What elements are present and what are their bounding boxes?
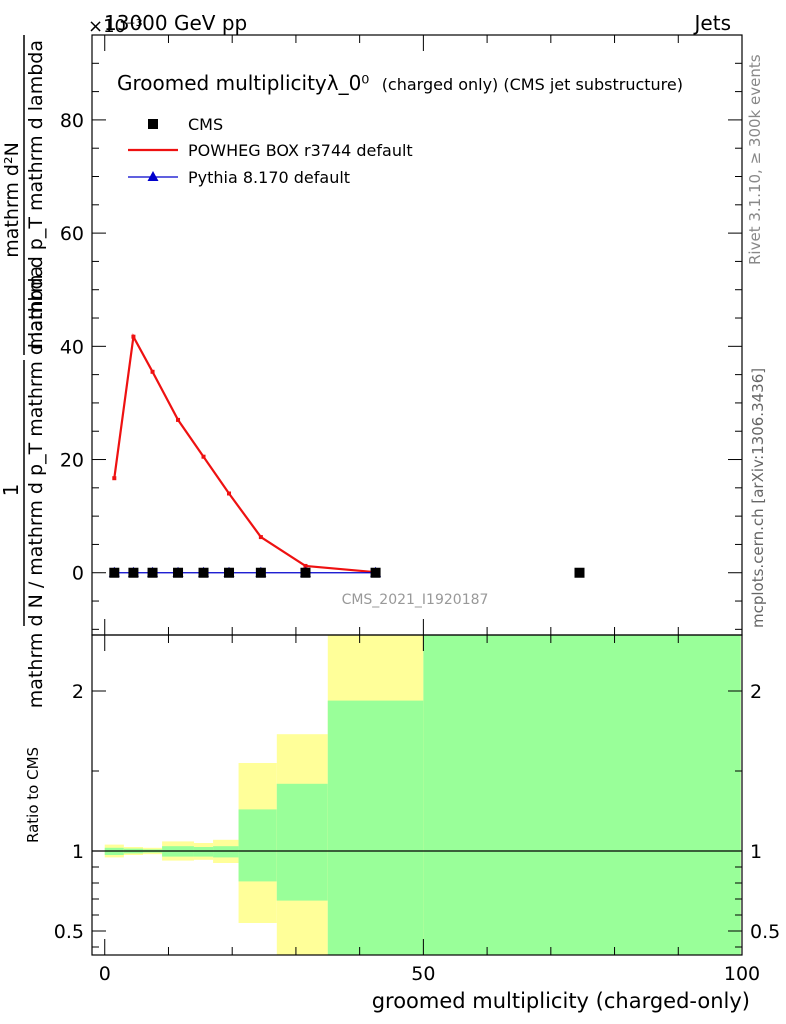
rivet-version-label: Rivet 3.1.10, ≥ 300k events [746,54,764,265]
ratio-band-green [238,809,277,882]
data-point-cms [128,567,139,578]
ratio-tick-label: 2 [72,681,84,703]
plot-title: Groomed multiplicityλ_0⁰ (charged only) … [117,71,683,95]
data-point-powheg [201,454,206,459]
series-layer [108,333,585,578]
ratio-band-green [276,783,328,901]
main-plot-frame: 0 20 40 60 80 [60,34,743,636]
x-axis-title: groomed multiplicity (charged-only) [372,989,750,1013]
ratio-tick-label-right: 0.5 [750,921,780,943]
ratio-plot-frame: 0 50 100 0.5 0.5 1 1 2 2 [54,634,780,985]
y-axis-title-numerator: 1 [0,484,23,497]
y-axis-title-fraction-denominator: mathrm d p_T mathrm d lambda [25,40,47,350]
data-point-cms [370,567,381,578]
data-point-cms [173,567,184,578]
ratio-tick-label: 1 [72,841,84,863]
data-point-powheg [176,417,181,422]
legend-label: POWHEG BOX r3744 default [188,141,413,160]
data-point-cms [574,567,585,578]
legend-label: CMS [188,115,223,134]
x-tick-label: 50 [411,963,435,985]
ratio-tick-label: 0.5 [54,921,84,943]
data-point-powheg [303,563,308,568]
header-process-label: Jets [693,11,731,35]
data-point-powheg [112,476,117,481]
data-point-cms [198,567,209,578]
ratio-band-group [104,635,741,955]
plot-title-sub: (charged only) (CMS jet substructure) [382,75,683,94]
ratio-axis-title: Ratio to CMS [24,747,42,843]
ratio-tick-label-right: 2 [750,681,762,703]
data-point-cms [147,567,158,578]
legend: CMS POWHEG BOX r3744 default Pythia 8.170 … [128,115,413,187]
data-point-cms [300,567,311,578]
ratio-band-green [193,847,214,857]
y-tick-label: 0 [72,563,84,585]
ratio-band-green [213,846,239,858]
analysis-label: CMS_2021_I1920187 [342,592,489,608]
ratio-tick-label-right: 1 [750,841,762,863]
data-point-powheg [258,535,263,540]
legend-marker-cms [148,119,158,129]
y-axis-title-denominator: mathrm d N / mathrm d p_T mathrm d lambd… [25,266,47,708]
y-tick-label: 80 [60,110,84,132]
ratio-band-green [327,700,424,955]
data-point-powheg [150,369,155,374]
ratio-plot-border [91,634,743,956]
data-point-powheg [227,491,232,496]
y-tick-label: 40 [60,336,84,358]
plot-title-main: Groomed multiplicityλ_0⁰ [117,71,369,95]
data-point-cms [255,567,266,578]
data-point-powheg [131,334,136,339]
y-exponent-label: ×10⁻³ [88,16,143,37]
legend-marker-pythia [147,171,159,181]
x-tick-label: 100 [724,963,760,985]
data-point-cms [224,567,235,578]
y-axis-title-fraction-numerator: mathrm d²N [1,142,23,258]
ratio-band-green [423,635,741,955]
y-tick-label: 60 [60,223,84,245]
y-axis-title: 1 mathrm d N / mathrm d p_T mathrm d lam… [0,35,47,708]
data-point-cms [109,567,120,578]
mcplots-url-label: mcplots.cern.ch [arXiv:1306.3436] [749,368,767,628]
y-tick-label: 20 [60,450,84,472]
x-tick-label: 0 [99,963,111,985]
header-beam-label: 13000 GeV pp [104,11,247,35]
legend-label: Pythia 8.170 default [188,168,350,187]
